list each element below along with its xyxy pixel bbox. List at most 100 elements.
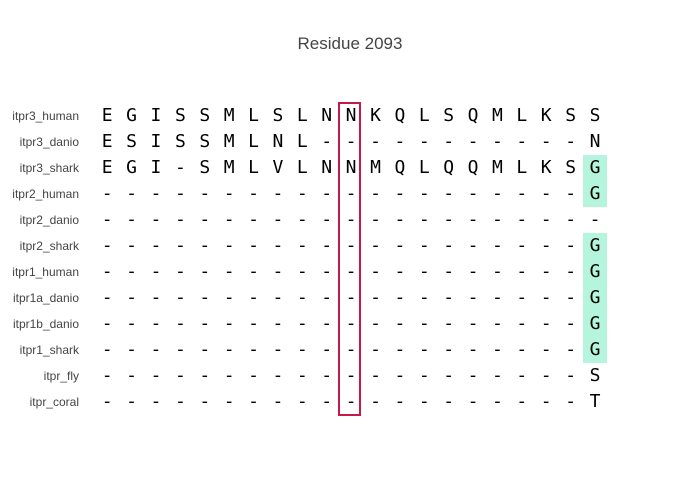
residue-cell: - bbox=[394, 339, 406, 360]
residue-cell: S bbox=[199, 131, 211, 152]
residue-cell: S bbox=[565, 157, 577, 178]
residue-cell: - bbox=[467, 235, 479, 256]
residue-cell: - bbox=[101, 261, 113, 282]
residue-cell: - bbox=[199, 313, 211, 334]
residue-cell: - bbox=[296, 365, 308, 386]
residue-cell: - bbox=[199, 287, 211, 308]
residue-cell: - bbox=[345, 365, 357, 386]
residue-cell: - bbox=[345, 287, 357, 308]
residue-cell: - bbox=[443, 287, 455, 308]
residue-cell: - bbox=[272, 313, 284, 334]
residue-cell: K bbox=[540, 105, 552, 126]
residue-cell: - bbox=[272, 209, 284, 230]
residue-cell: - bbox=[565, 287, 577, 308]
residue-cell: L bbox=[296, 105, 308, 126]
residue-cell: - bbox=[272, 391, 284, 412]
residue-cell: - bbox=[345, 261, 357, 282]
alignment-row: --------------------G bbox=[95, 233, 608, 259]
sequence-label: itpr3_shark bbox=[19, 161, 79, 175]
residue-cell: - bbox=[394, 365, 406, 386]
residue-cell: - bbox=[540, 365, 552, 386]
residue-cell: - bbox=[101, 365, 113, 386]
residue-cell: - bbox=[223, 261, 235, 282]
residue-cell: M bbox=[223, 105, 235, 126]
residue-cell: - bbox=[516, 209, 528, 230]
residue-cell: - bbox=[272, 287, 284, 308]
residue-cell: - bbox=[248, 235, 259, 256]
residue-cell: - bbox=[370, 261, 381, 282]
residue-cell: - bbox=[418, 391, 430, 412]
residue-cell: - bbox=[174, 365, 186, 386]
residue-cell: - bbox=[565, 235, 577, 256]
alignment-row: --------------------- bbox=[95, 207, 607, 233]
residue-cell: - bbox=[150, 365, 162, 386]
residue-cell: N bbox=[345, 157, 357, 178]
residue-cell: - bbox=[467, 365, 479, 386]
residue-cell: - bbox=[540, 313, 552, 334]
residue-cell: S bbox=[126, 131, 137, 152]
residue-cell: - bbox=[296, 183, 308, 204]
residue-cell: - bbox=[248, 339, 259, 360]
residue-cell: L bbox=[248, 131, 259, 152]
residue-cell: - bbox=[150, 183, 162, 204]
residue-cell: - bbox=[199, 365, 211, 386]
residue-cell: - bbox=[150, 235, 162, 256]
residue-cell: - bbox=[248, 287, 259, 308]
residue-cell: L bbox=[296, 131, 308, 152]
residue-cell: - bbox=[150, 339, 162, 360]
residue-cell: - bbox=[345, 391, 357, 412]
residue-cell: - bbox=[101, 235, 113, 256]
residue-cell: - bbox=[418, 235, 430, 256]
residue-cell: S bbox=[565, 105, 577, 126]
residue-cell: - bbox=[467, 339, 479, 360]
residue-cell: - bbox=[492, 183, 503, 204]
residue-cell: - bbox=[199, 261, 211, 282]
residue-cell: M bbox=[492, 105, 503, 126]
residue-cell: L bbox=[516, 157, 528, 178]
residue-cell: - bbox=[443, 131, 455, 152]
residue-cell: - bbox=[345, 183, 357, 204]
residue-cell: - bbox=[565, 391, 577, 412]
residue-cell: Q bbox=[443, 157, 455, 178]
residue-cell: - bbox=[126, 183, 137, 204]
residue-cell: - bbox=[418, 131, 430, 152]
residue-cell: - bbox=[492, 365, 503, 386]
residue-cell: - bbox=[492, 209, 503, 230]
residue-cell: - bbox=[296, 313, 308, 334]
residue-cell: - bbox=[321, 287, 333, 308]
residue-cell: - bbox=[296, 339, 308, 360]
residue-cell: - bbox=[418, 209, 430, 230]
residue-cell: G bbox=[582, 155, 608, 181]
residue-cell: - bbox=[370, 339, 381, 360]
residue-cell: - bbox=[443, 235, 455, 256]
residue-cell: L bbox=[296, 157, 308, 178]
residue-cell: - bbox=[223, 313, 235, 334]
residue-cell: M bbox=[492, 157, 503, 178]
residue-cell: - bbox=[467, 313, 479, 334]
residue-cell: - bbox=[321, 313, 333, 334]
residue-cell: - bbox=[126, 391, 137, 412]
residue-cell: - bbox=[516, 391, 528, 412]
residue-cell: - bbox=[101, 287, 113, 308]
sequence-labels: itpr3_human itpr3_danio itpr3_shark itpr2_h… bbox=[0, 103, 79, 415]
residue-cell: - bbox=[370, 209, 381, 230]
residue-cell: - bbox=[223, 183, 235, 204]
residue-cell: K bbox=[540, 157, 552, 178]
residue-cell: - bbox=[370, 287, 381, 308]
residue-cell: S bbox=[272, 105, 284, 126]
residue-cell: - bbox=[370, 183, 381, 204]
sequence-label: itpr3_danio bbox=[19, 135, 79, 149]
residue-cell: - bbox=[296, 209, 308, 230]
residue-cell: - bbox=[345, 209, 357, 230]
sequence-label: itpr2_danio bbox=[19, 213, 79, 227]
residue-cell: - bbox=[492, 261, 503, 282]
residue-cell: - bbox=[296, 235, 308, 256]
residue-cell: T bbox=[589, 391, 601, 412]
residue-cell: - bbox=[174, 261, 186, 282]
residue-cell: - bbox=[443, 365, 455, 386]
sequence-label: itpr1b_danio bbox=[12, 317, 79, 331]
residue-cell: M bbox=[370, 157, 381, 178]
residue-cell: - bbox=[418, 183, 430, 204]
residue-cell: - bbox=[516, 313, 528, 334]
